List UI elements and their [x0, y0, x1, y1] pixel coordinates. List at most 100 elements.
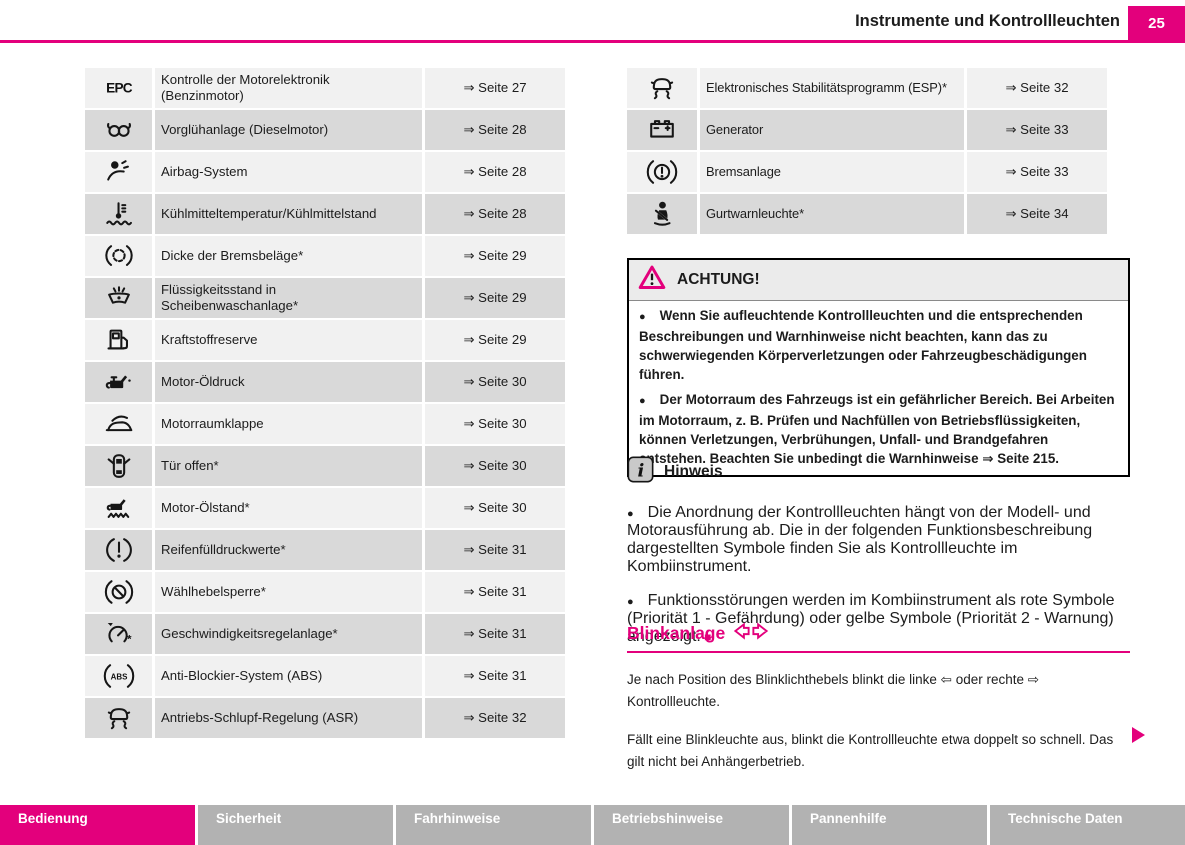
page-reference-link[interactable]: ⇒ Seite 31: [422, 530, 565, 570]
page-reference-link[interactable]: ⇒ Seite 31: [422, 656, 565, 696]
bullet-icon: ●: [639, 311, 646, 323]
table-row: ABS Anti-Blockier-System (ABS) ⇒ Seite 31: [85, 656, 565, 696]
svg-text:*: *: [127, 633, 132, 645]
warning-bullet: ● Wenn Sie aufleuchtende Kontrollleuchten…: [639, 308, 1087, 382]
cruise-control-icon: *: [85, 614, 152, 654]
note-title: Hinweis: [664, 463, 723, 480]
warning-box-body: ● Wenn Sie aufleuchtende Kontrollleuchten…: [629, 301, 1128, 475]
indicator-label: Flüssigkeitsstand in Scheibenwaschanlage…: [152, 278, 422, 318]
page-reference-link[interactable]: ⇒ Seite 28: [422, 110, 565, 150]
tyre-pressure-icon: [85, 530, 152, 570]
table-row: Motorraumklappe ⇒ Seite 30: [85, 404, 565, 444]
oil-pressure-icon: [85, 362, 152, 402]
page-reference-link[interactable]: ⇒ Seite 30: [422, 404, 565, 444]
footer-tab-fahrhinweise[interactable]: Fahrhinweise: [396, 805, 591, 845]
indicator-label: Tür offen*: [152, 446, 422, 486]
bullet-icon: ●: [639, 395, 646, 407]
indicator-label: Vorglühanlage (Dieselmotor): [152, 110, 422, 150]
footer-tab-bar: Bedienung Sicherheit Fahrhinweise Betriebsh…: [0, 805, 1185, 845]
page-reference-link[interactable]: ⇒ Seite 28: [422, 194, 565, 234]
page-reference-link[interactable]: ⇒ Seite 29: [422, 236, 565, 276]
table-row: Vorglühanlage (Dieselmotor) ⇒ Seite 28: [85, 110, 565, 150]
page-reference-link[interactable]: ⇒ Seite 32: [422, 698, 565, 738]
note-bullet: ● Die Anordnung der Kontrollleuchten häng…: [627, 504, 1093, 575]
indicator-label: Generator: [697, 110, 964, 150]
indicator-table-right: Elektronisches Stabilitätsprogramm (ESP)…: [627, 68, 1107, 236]
airbag-icon: [85, 152, 152, 192]
table-row: EPC Kontrolle der Motorelektronik (Benzin…: [85, 68, 565, 108]
indicator-table-left: EPC Kontrolle der Motorelektronik (Benzin…: [85, 68, 565, 740]
note-bullet: ● Funktionsstörungen werden im Kombiinstr…: [627, 592, 1115, 645]
page-reference-link[interactable]: ⇒ Seite 28: [422, 152, 565, 192]
indicator-label: Elektronisches Stabilitätsprogramm (ESP)…: [697, 68, 964, 108]
footer-tab-pannenhilfe[interactable]: Pannenhilfe: [792, 805, 987, 845]
page-reference-link[interactable]: ⇒ Seite 32: [964, 68, 1107, 108]
page-title: Instrumente und Kontrollleuchten: [855, 12, 1120, 30]
table-row: Dicke der Bremsbeläge* ⇒ Seite 29: [85, 236, 565, 276]
warning-box-header: ACHTUNG!: [629, 260, 1128, 301]
coolant-temp-icon: [85, 194, 152, 234]
warning-triangle-icon: [637, 264, 667, 297]
header-rule: [0, 40, 1185, 43]
glow-plug-icon: [85, 110, 152, 150]
page-reference-link[interactable]: ⇒ Seite 31: [422, 614, 565, 654]
page-reference-link[interactable]: ⇒ Seite 30: [422, 362, 565, 402]
blinker-paragraph: Je nach Position des Blinklichthebels bl…: [627, 672, 1040, 709]
page-reference-link[interactable]: ⇒ Seite 30: [422, 446, 565, 486]
footer-tab-technische-daten[interactable]: Technische Daten: [990, 805, 1185, 845]
page-reference-link[interactable]: ⇒ Seite 30: [422, 488, 565, 528]
indicator-label: Antriebs-Schlupf-Regelung (ASR): [152, 698, 422, 738]
table-row: Gurtwarnleuchte* ⇒ Seite 34: [627, 194, 1107, 234]
page-reference-link[interactable]: ⇒ Seite 31: [422, 572, 565, 612]
indicator-label: Gurtwarnleuchte*: [697, 194, 964, 234]
footer-tab-bedienung[interactable]: Bedienung: [0, 805, 195, 845]
indicator-label: Kontrolle der Motorelektronik (Benzinmot…: [152, 68, 422, 108]
note-header: i Hinweis: [627, 456, 1132, 488]
brake-pads-icon: [85, 236, 152, 276]
asr-icon: [85, 698, 152, 738]
svg-text:ABS: ABS: [110, 672, 127, 681]
table-row: Reifenfülldruckwerte* ⇒ Seite 31: [85, 530, 565, 570]
page-reference-link[interactable]: ⇒ Seite 33: [964, 110, 1107, 150]
generator-icon: [627, 110, 697, 150]
blinker-heading-title: Blinkanlage: [627, 623, 726, 643]
table-row: Generator ⇒ Seite 33: [627, 110, 1107, 150]
blinker-section: Blinkanlage Je nach Position des Blinkli…: [627, 622, 1130, 773]
warning-box: ACHTUNG! ● Wenn Sie aufleuchtende Kontrol…: [627, 258, 1130, 477]
page-reference-link[interactable]: ⇒ Seite 33: [964, 152, 1107, 192]
note-body: ● Die Anordnung der Kontrollleuchten häng…: [627, 504, 1132, 646]
note-section: i Hinweis ● Die Anordnung der Kontrollleu…: [627, 456, 1132, 662]
indicator-label: Anti-Blockier-System (ABS): [152, 656, 422, 696]
table-row: Motor-Öldruck ⇒ Seite 30: [85, 362, 565, 402]
esp-icon: [627, 68, 697, 108]
indicator-label: Geschwindigkeitsregelanlage*: [152, 614, 422, 654]
svg-text:i: i: [638, 461, 645, 482]
footer-tab-betriebshinweise[interactable]: Betriebshinweise: [594, 805, 789, 845]
page-reference-link[interactable]: ⇒ Seite 29: [422, 278, 565, 318]
indicator-label: Dicke der Bremsbeläge*: [152, 236, 422, 276]
page-reference-link[interactable]: ⇒ Seite 27: [422, 68, 565, 108]
indicator-label: Motorraumklappe: [152, 404, 422, 444]
turn-signal-arrows-icon: [733, 622, 769, 645]
table-row: Tür offen* ⇒ Seite 30: [85, 446, 565, 486]
indicator-label: Bremsanlage: [697, 152, 964, 192]
fuel-reserve-icon: [85, 320, 152, 360]
page-reference-link[interactable]: ⇒ Seite 34: [964, 194, 1107, 234]
oil-level-icon: [85, 488, 152, 528]
page-reference-link[interactable]: ⇒ Seite 29: [422, 320, 565, 360]
indicator-label: Reifenfülldruckwerte*: [152, 530, 422, 570]
indicator-label: Kraftstoffreserve: [152, 320, 422, 360]
info-icon: i: [627, 456, 654, 488]
table-row: Airbag-System ⇒ Seite 28: [85, 152, 565, 192]
svg-text:EPC: EPC: [106, 81, 133, 96]
brake-system-icon: [627, 152, 697, 192]
indicator-label: Airbag-System: [152, 152, 422, 192]
epc-icon: EPC: [85, 68, 152, 108]
footer-tab-sicherheit[interactable]: Sicherheit: [198, 805, 393, 845]
indicator-label: Wählhebelsperre*: [152, 572, 422, 612]
warning-bullet: ● Der Motorraum des Fahrzeugs ist ein gef…: [639, 392, 1115, 466]
bullet-icon: ●: [627, 596, 634, 608]
bonnet-icon: [85, 404, 152, 444]
table-row: Motor-Ölstand* ⇒ Seite 30: [85, 488, 565, 528]
